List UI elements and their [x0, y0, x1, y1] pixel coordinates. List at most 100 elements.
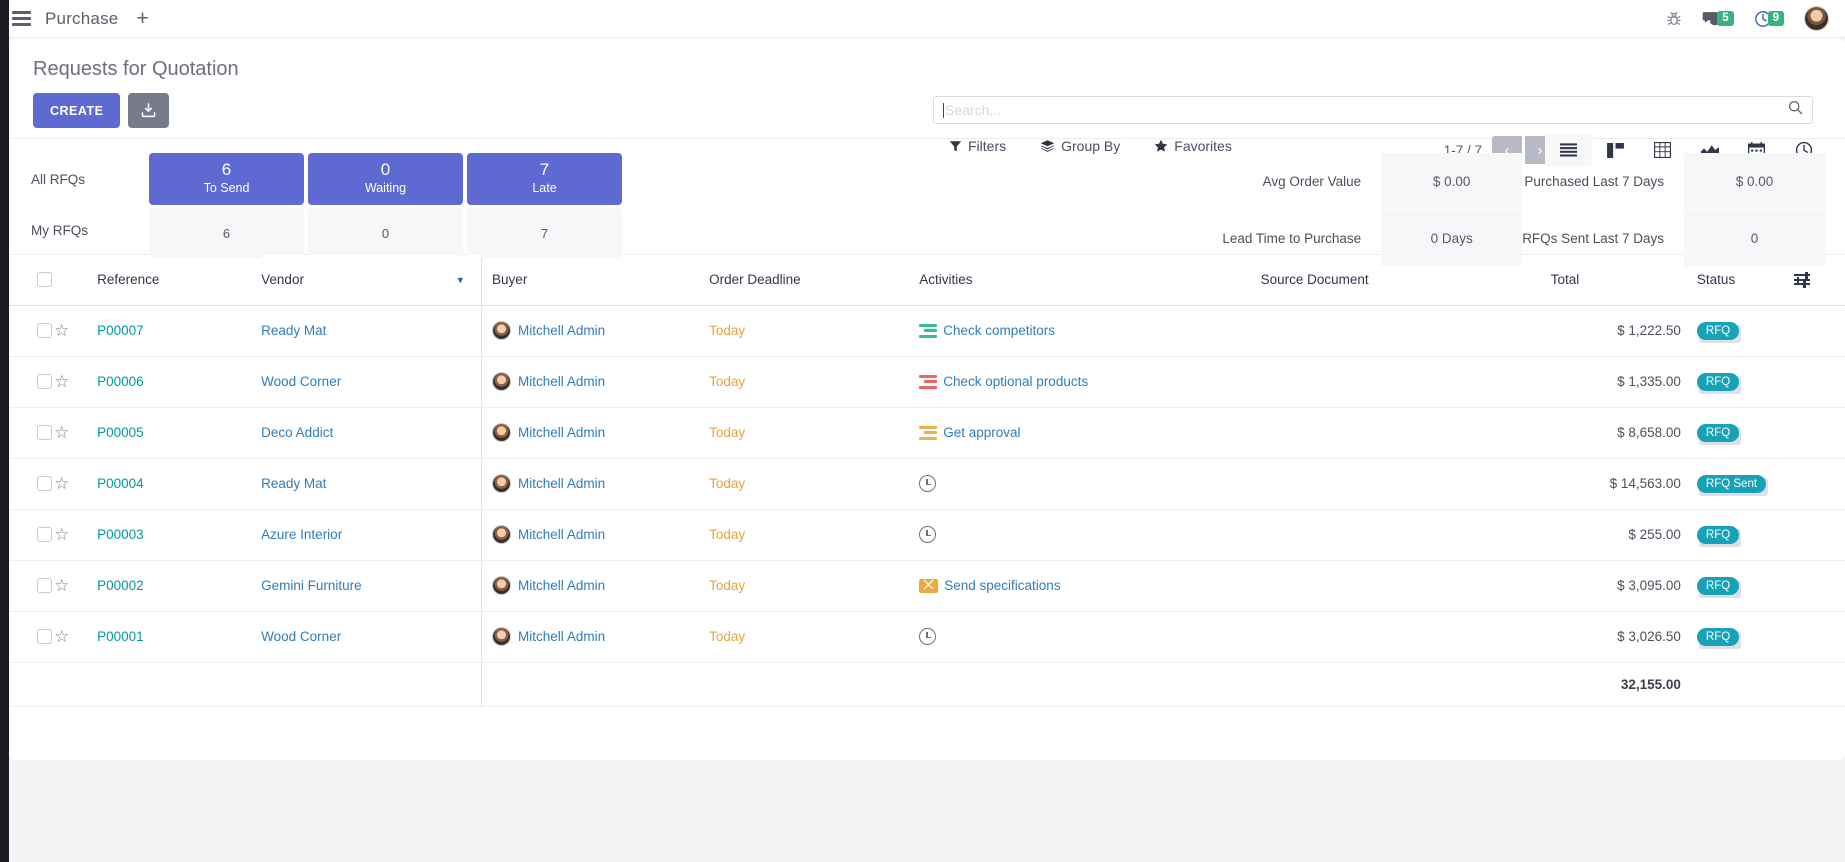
buyer-name[interactable]: Mitchell Admin — [518, 629, 606, 644]
task-green-icon[interactable] — [919, 323, 938, 338]
buyer-name[interactable]: Mitchell Admin — [518, 374, 606, 389]
table-row[interactable]: ☆ P00002 Gemini Furniture Mitchell Admin… — [9, 560, 1845, 612]
row-total-cell: $ 3,026.50 — [1550, 611, 1681, 663]
clock-icon[interactable] — [919, 526, 937, 543]
chevron-down-icon[interactable]: ▾ — [457, 274, 464, 287]
groupby-menu[interactable]: Group By — [1040, 138, 1120, 154]
vendor-link[interactable]: Ready Mat — [261, 476, 327, 491]
purchased-last-7-days-value: $ 0.00 — [1684, 153, 1825, 209]
row-checkbox[interactable] — [37, 425, 52, 440]
row-checkbox[interactable] — [37, 374, 52, 389]
filters-menu[interactable]: Filters — [949, 138, 1006, 154]
row-deadline-cell: Today — [709, 560, 920, 612]
waiting-count: 0 — [380, 159, 391, 179]
activity-label[interactable]: Send specifications — [944, 578, 1061, 593]
header-vendor[interactable]: Vendor ▾ — [261, 255, 483, 306]
table-row[interactable]: ☆ P00005 Deco Addict Mitchell Admin Toda… — [9, 407, 1845, 459]
reference-link[interactable]: P00006 — [97, 374, 144, 389]
row-checkbox[interactable] — [37, 578, 52, 593]
list-view-button[interactable] — [1545, 134, 1592, 166]
my-rfqs-late-tile[interactable]: 7 — [467, 208, 622, 258]
stat-group-right: Purchased Last 7 Days RFQs Sent Last 7 D… — [1522, 153, 1825, 267]
table-row[interactable]: ☆ P00001 Wood Corner Mitchell Admin Toda… — [9, 611, 1845, 663]
star-icon[interactable]: ☆ — [54, 626, 70, 646]
vendor-link[interactable]: Wood Corner — [261, 629, 342, 644]
header-total[interactable]: Total — [1550, 255, 1681, 306]
header-buyer[interactable]: Buyer — [481, 255, 710, 306]
star-icon[interactable]: ☆ — [54, 524, 70, 544]
avatar — [492, 321, 512, 340]
header-reference[interactable]: Reference — [97, 255, 262, 306]
star-icon[interactable]: ☆ — [54, 371, 70, 391]
my-rfqs-to-send-tile[interactable]: 6 — [149, 208, 304, 258]
messages-icon[interactable]: 5 — [1702, 10, 1734, 27]
row-checkbox[interactable] — [37, 629, 52, 644]
table-row[interactable]: ☆ P00007 Ready Mat Mitchell Admin Today … — [9, 305, 1845, 357]
row-deadline-cell: Today — [709, 356, 920, 408]
favorites-menu[interactable]: Favorites — [1154, 138, 1232, 154]
vendor-link[interactable]: Ready Mat — [261, 323, 327, 338]
star-icon[interactable]: ☆ — [54, 575, 70, 595]
bug-icon[interactable] — [1666, 11, 1682, 27]
activity-label[interactable]: Get approval — [943, 425, 1021, 440]
clock-icon[interactable] — [919, 475, 937, 492]
table-row[interactable]: ☆ P00006 Wood Corner Mitchell Admin Toda… — [9, 356, 1845, 408]
row-checkbox[interactable] — [37, 323, 52, 338]
all-rfqs-waiting-tile[interactable]: 0 Waiting — [308, 153, 463, 205]
user-avatar[interactable] — [1804, 6, 1829, 31]
header-activities[interactable]: Activities — [919, 255, 1261, 306]
activity-label[interactable]: Check optional products — [943, 374, 1089, 389]
reference-link[interactable]: P00002 — [97, 578, 144, 593]
buyer-name[interactable]: Mitchell Admin — [518, 476, 606, 491]
pivot-view-button[interactable] — [1639, 134, 1686, 166]
select-all-checkbox[interactable] — [37, 272, 52, 288]
mail-amber-icon[interactable] — [919, 578, 939, 593]
all-rfqs-label: All RFQs — [31, 171, 85, 187]
activities-clock-icon[interactable]: 9 — [1754, 10, 1784, 28]
footer-spacer-7 — [919, 662, 1261, 707]
deadline-text: Today — [709, 323, 746, 338]
row-status-cell: RFQ — [1680, 356, 1794, 408]
vendor-link[interactable]: Gemini Furniture — [261, 578, 362, 593]
buyer-name[interactable]: Mitchell Admin — [518, 425, 606, 440]
star-icon[interactable]: ☆ — [54, 422, 70, 442]
activity-label[interactable]: Check competitors — [943, 323, 1056, 338]
row-checkbox[interactable] — [37, 527, 52, 542]
counter-column-to-send: 6 To Send 6 — [149, 153, 304, 258]
task-red-icon[interactable] — [919, 374, 938, 389]
add-tab-button[interactable]: + — [136, 7, 149, 30]
table-row[interactable]: ☆ P00004 Ready Mat Mitchell Admin Today … — [9, 458, 1845, 510]
reference-link[interactable]: P00004 — [97, 476, 144, 491]
rfq-list-table: Reference Vendor ▾ Buyer Order Deadline … — [9, 255, 1845, 707]
reference-link[interactable]: P00007 — [97, 323, 144, 338]
create-button[interactable]: CREATE — [33, 93, 121, 128]
app-title[interactable]: Purchase — [45, 8, 119, 28]
search-icon[interactable] — [1788, 100, 1803, 120]
table-row[interactable]: ☆ P00003 Azure Interior Mitchell Admin T… — [9, 509, 1845, 561]
vendor-link[interactable]: Azure Interior — [261, 527, 343, 542]
reference-link[interactable]: P00003 — [97, 527, 144, 542]
row-select-cell — [9, 509, 55, 561]
reference-link[interactable]: P00001 — [97, 629, 144, 644]
row-reference-cell: P00007 — [97, 305, 262, 357]
star-icon[interactable]: ☆ — [54, 320, 70, 340]
task-amber-icon[interactable] — [919, 425, 938, 440]
my-rfqs-waiting-tile[interactable]: 0 — [308, 208, 463, 258]
hamburger-icon[interactable] — [12, 11, 31, 26]
vendor-link[interactable]: Wood Corner — [261, 374, 342, 389]
kanban-view-button[interactable] — [1592, 134, 1639, 166]
header-order-deadline[interactable]: Order Deadline — [709, 255, 920, 306]
reference-link[interactable]: P00005 — [97, 425, 144, 440]
star-icon[interactable]: ☆ — [54, 473, 70, 493]
import-download-icon[interactable] — [128, 93, 170, 128]
all-rfqs-to-send-tile[interactable]: 6 To Send — [149, 153, 304, 205]
buyer-name[interactable]: Mitchell Admin — [518, 527, 606, 542]
all-rfqs-late-tile[interactable]: 7 Late — [467, 153, 622, 205]
buyer-name[interactable]: Mitchell Admin — [518, 323, 606, 338]
navbar-right: 5 9 — [1666, 6, 1845, 31]
row-checkbox[interactable] — [37, 476, 52, 491]
vendor-link[interactable]: Deco Addict — [261, 425, 334, 440]
buyer-name[interactable]: Mitchell Admin — [518, 578, 606, 593]
clock-icon[interactable] — [919, 628, 937, 645]
search-input[interactable]: Search... — [933, 96, 1813, 124]
